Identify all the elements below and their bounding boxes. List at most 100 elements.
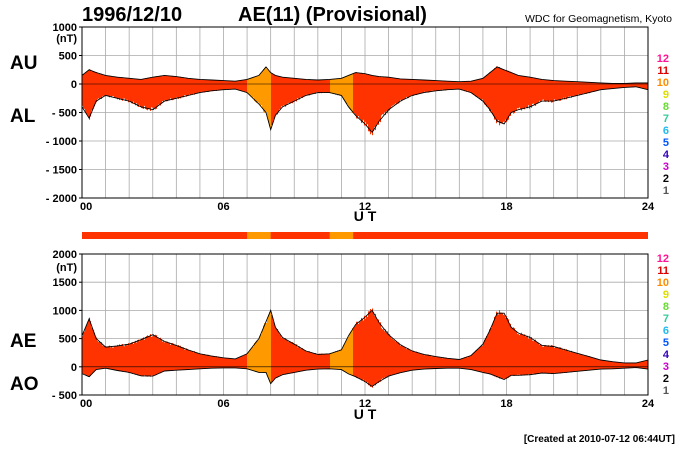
area-slice xyxy=(110,76,112,96)
area-slice xyxy=(296,344,298,373)
area-slice xyxy=(185,349,187,370)
area-slice xyxy=(189,351,191,370)
area-slice xyxy=(468,356,470,370)
area-slice xyxy=(579,81,581,96)
area-slice xyxy=(519,335,521,375)
area-slice xyxy=(94,71,96,107)
area-slice xyxy=(224,357,226,368)
area-slice xyxy=(107,75,109,97)
area-slice xyxy=(371,311,373,386)
area-slice xyxy=(616,362,618,369)
area-slice xyxy=(461,358,463,369)
area-slice xyxy=(444,80,446,91)
area-slice xyxy=(494,316,496,377)
area-slice xyxy=(335,351,337,370)
area-slice xyxy=(403,78,405,100)
area-slice xyxy=(438,356,440,369)
area-slice xyxy=(152,336,154,376)
area-slice xyxy=(296,78,298,102)
area-slice xyxy=(125,344,127,373)
area-slice xyxy=(409,349,411,371)
level-legend-item: 9 xyxy=(663,89,669,101)
area-slice xyxy=(351,74,353,111)
area-slice xyxy=(625,363,627,369)
area-slice xyxy=(337,350,339,370)
area-slice xyxy=(302,348,304,372)
area-slice xyxy=(133,343,135,374)
area-slice xyxy=(334,79,336,94)
area-slice xyxy=(437,80,439,91)
status-bar-segment xyxy=(247,232,271,239)
area-slice xyxy=(100,74,102,98)
area-slice xyxy=(261,334,263,372)
area-slice xyxy=(130,343,132,373)
area-slice xyxy=(192,351,194,370)
area-slice xyxy=(120,346,122,371)
area-slice xyxy=(382,329,384,379)
area-slice xyxy=(625,83,627,88)
area-slice xyxy=(614,362,616,369)
area-slice xyxy=(418,79,420,94)
area-slice xyxy=(302,78,304,99)
area-slice xyxy=(299,78,301,100)
area-slice xyxy=(527,335,529,376)
area-slice xyxy=(505,317,507,379)
area-slice xyxy=(168,342,170,371)
area-slice xyxy=(568,351,570,372)
area-slice xyxy=(401,344,403,373)
area-slice xyxy=(300,79,302,98)
area-slice xyxy=(316,354,318,370)
area-slice xyxy=(246,353,248,369)
area-slice xyxy=(588,82,590,93)
area-slice xyxy=(600,359,602,370)
area-slice xyxy=(375,313,377,386)
area-slice xyxy=(252,77,254,99)
area-slice xyxy=(450,358,452,369)
area-slice xyxy=(268,69,270,123)
area-slice xyxy=(160,75,162,106)
area-slice xyxy=(547,80,549,101)
area-slice xyxy=(177,346,179,371)
area-slice xyxy=(447,81,449,90)
area-slice xyxy=(360,321,362,379)
area-slice xyxy=(189,78,191,95)
area-slice xyxy=(502,69,504,124)
area-slice xyxy=(642,361,644,369)
area-slice xyxy=(472,80,474,95)
level-legend-item: 7 xyxy=(663,313,669,325)
area-slice xyxy=(390,336,392,376)
area-slice xyxy=(204,79,206,93)
area-slice xyxy=(460,81,462,90)
area-slice xyxy=(157,337,159,375)
area-slice xyxy=(353,73,355,113)
area-slice xyxy=(423,353,425,370)
area-slice xyxy=(263,69,265,112)
area-slice xyxy=(185,78,187,96)
area-slice xyxy=(403,346,405,373)
area-slice xyxy=(90,321,92,376)
area-slice xyxy=(481,78,483,101)
area-slice xyxy=(612,361,614,369)
area-slice xyxy=(560,347,562,374)
area-slice xyxy=(132,342,134,374)
area-slice xyxy=(514,328,516,376)
area-slice xyxy=(556,80,558,101)
area-slice xyxy=(416,79,418,96)
y-tick-label: - 1000 xyxy=(46,136,77,148)
area-slice xyxy=(493,321,495,376)
area-slice xyxy=(188,78,190,96)
level-legend-item: 5 xyxy=(663,137,669,149)
x-tick-label: 12 xyxy=(359,201,371,213)
area-slice xyxy=(528,338,530,375)
area-slice xyxy=(433,80,435,91)
area-slice xyxy=(465,81,467,91)
area-slice xyxy=(551,345,553,375)
area-slice xyxy=(249,350,251,370)
area-slice xyxy=(156,335,158,376)
area-slice xyxy=(155,334,157,376)
area-slice xyxy=(348,75,350,106)
area-slice xyxy=(152,77,154,108)
area-slice xyxy=(430,355,432,369)
area-slice xyxy=(380,322,382,382)
area-slice xyxy=(229,80,231,90)
